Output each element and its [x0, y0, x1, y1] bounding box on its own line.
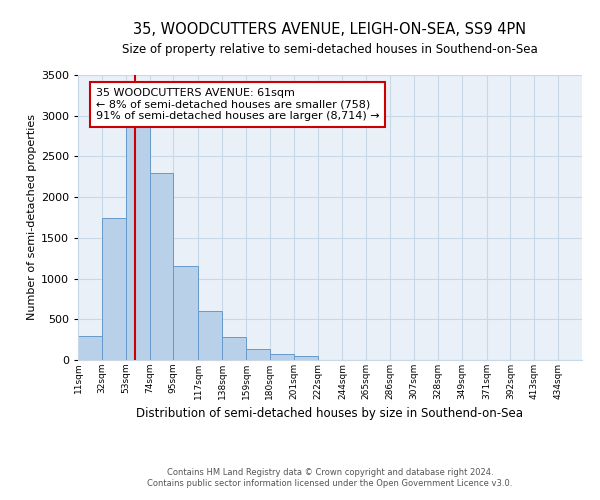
Bar — [222, 337, 246, 360]
Bar — [293, 356, 317, 360]
Bar — [270, 354, 293, 360]
Text: Size of property relative to semi-detached houses in Southend-on-Sea: Size of property relative to semi-detach… — [122, 42, 538, 56]
Bar — [149, 172, 173, 360]
Text: 35, WOODCUTTERS AVENUE, LEIGH-ON-SEA, SS9 4PN: 35, WOODCUTTERS AVENUE, LEIGH-ON-SEA, SS… — [133, 22, 527, 38]
X-axis label: Distribution of semi-detached houses by size in Southend-on-Sea: Distribution of semi-detached houses by … — [137, 408, 523, 420]
Bar — [78, 336, 102, 360]
Bar — [173, 266, 199, 360]
Bar — [199, 311, 222, 360]
Text: 35 WOODCUTTERS AVENUE: 61sqm
← 8% of semi-detached houses are smaller (758)
91% : 35 WOODCUTTERS AVENUE: 61sqm ← 8% of sem… — [95, 88, 379, 121]
Bar — [246, 350, 270, 360]
Bar — [102, 218, 125, 360]
Y-axis label: Number of semi-detached properties: Number of semi-detached properties — [26, 114, 37, 320]
Text: Contains HM Land Registry data © Crown copyright and database right 2024.
Contai: Contains HM Land Registry data © Crown c… — [148, 468, 512, 487]
Bar — [125, 124, 149, 360]
